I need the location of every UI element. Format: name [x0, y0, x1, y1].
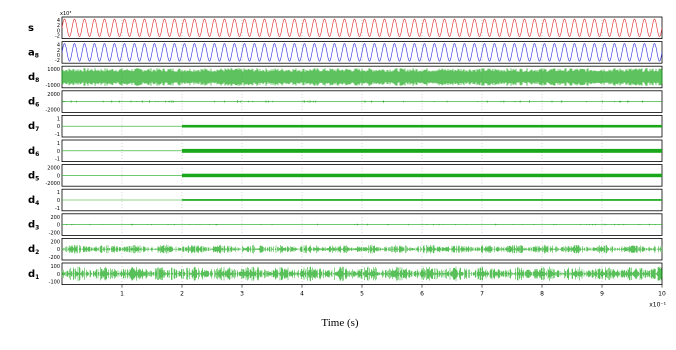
series-band	[182, 124, 662, 128]
series-label: s	[28, 23, 34, 34]
x-tick-label: 1	[120, 291, 124, 298]
series-band	[182, 173, 662, 178]
y-tick-label: -100	[49, 280, 60, 286]
y-tick-label: -2	[55, 34, 60, 40]
x-tick-label: 6	[420, 291, 424, 298]
y-exponent-label: x10³	[60, 11, 71, 17]
y-tick-label: 2000	[47, 166, 60, 172]
series-label: d8	[28, 72, 39, 84]
y-tick-label: 2	[57, 23, 60, 29]
y-tick-label: -2	[55, 58, 60, 64]
series-band	[182, 199, 662, 201]
series-spikes	[63, 100, 643, 103]
x-tick-label: 9	[600, 291, 604, 298]
series-line	[61, 68, 663, 86]
y-tick-label: 2000	[47, 92, 60, 98]
y-tick-label: 0	[57, 272, 60, 278]
y-tick-label: 1	[57, 190, 60, 196]
series-label: d1	[28, 269, 39, 281]
y-tick-label: 2	[57, 48, 60, 54]
x-tick-label: 2	[180, 291, 184, 298]
y-tick-label: -1000	[45, 83, 60, 89]
y-tick-label: 1	[57, 116, 60, 122]
series-spikes	[66, 223, 656, 226]
y-tick-label: 4	[57, 18, 60, 24]
y-tick-label: -200	[49, 255, 60, 261]
series-label: d4	[28, 195, 39, 207]
y-tick-label: 0	[57, 198, 60, 204]
x-tick-label: 8	[540, 291, 544, 298]
y-tick-label: -2000	[45, 107, 60, 113]
y-tick-label: 0	[57, 223, 60, 229]
series-label: d7	[28, 121, 39, 133]
y-tick-label: 200	[50, 215, 60, 221]
y-tick-label: 200	[50, 239, 60, 245]
series-line	[61, 266, 663, 281]
series-label: d3	[28, 220, 39, 232]
series-label: d6	[28, 97, 39, 109]
x-tick-label: 5	[360, 291, 364, 298]
y-tick-label: 0	[57, 53, 60, 59]
series-label: d6	[28, 146, 39, 158]
series-label: d5	[28, 170, 39, 182]
x-exponent-label: x10⁻¹	[649, 302, 666, 309]
y-tick-label: 0	[57, 247, 60, 253]
series-band	[182, 148, 662, 153]
y-tick-label: 0	[57, 28, 60, 34]
x-tick-label: 7	[480, 291, 484, 298]
series-label: a8	[28, 47, 39, 59]
y-tick-label: 100	[50, 264, 60, 270]
y-tick-label: 0	[57, 173, 60, 179]
y-tick-label: 1	[57, 141, 60, 147]
x-tick-label: 10	[658, 291, 666, 298]
y-tick-label: 0	[57, 149, 60, 155]
x-tick-label: 4	[300, 291, 304, 298]
x-tick-label: 3	[240, 291, 244, 298]
series-line	[61, 18, 663, 38]
x-axis-label: Time (s)	[321, 317, 359, 329]
y-tick-label: -1	[55, 157, 60, 163]
y-tick-label: -200	[49, 230, 60, 236]
y-tick-label: 4	[57, 43, 60, 49]
y-tick-label: -1	[55, 132, 60, 138]
series-label: d2	[28, 244, 39, 256]
y-tick-label: -1	[55, 206, 60, 212]
y-tick-label: 0	[57, 124, 60, 130]
y-tick-label: 1000	[47, 67, 60, 73]
series-line	[61, 43, 663, 62]
y-tick-label: -2000	[45, 181, 60, 187]
series-line	[61, 244, 663, 254]
